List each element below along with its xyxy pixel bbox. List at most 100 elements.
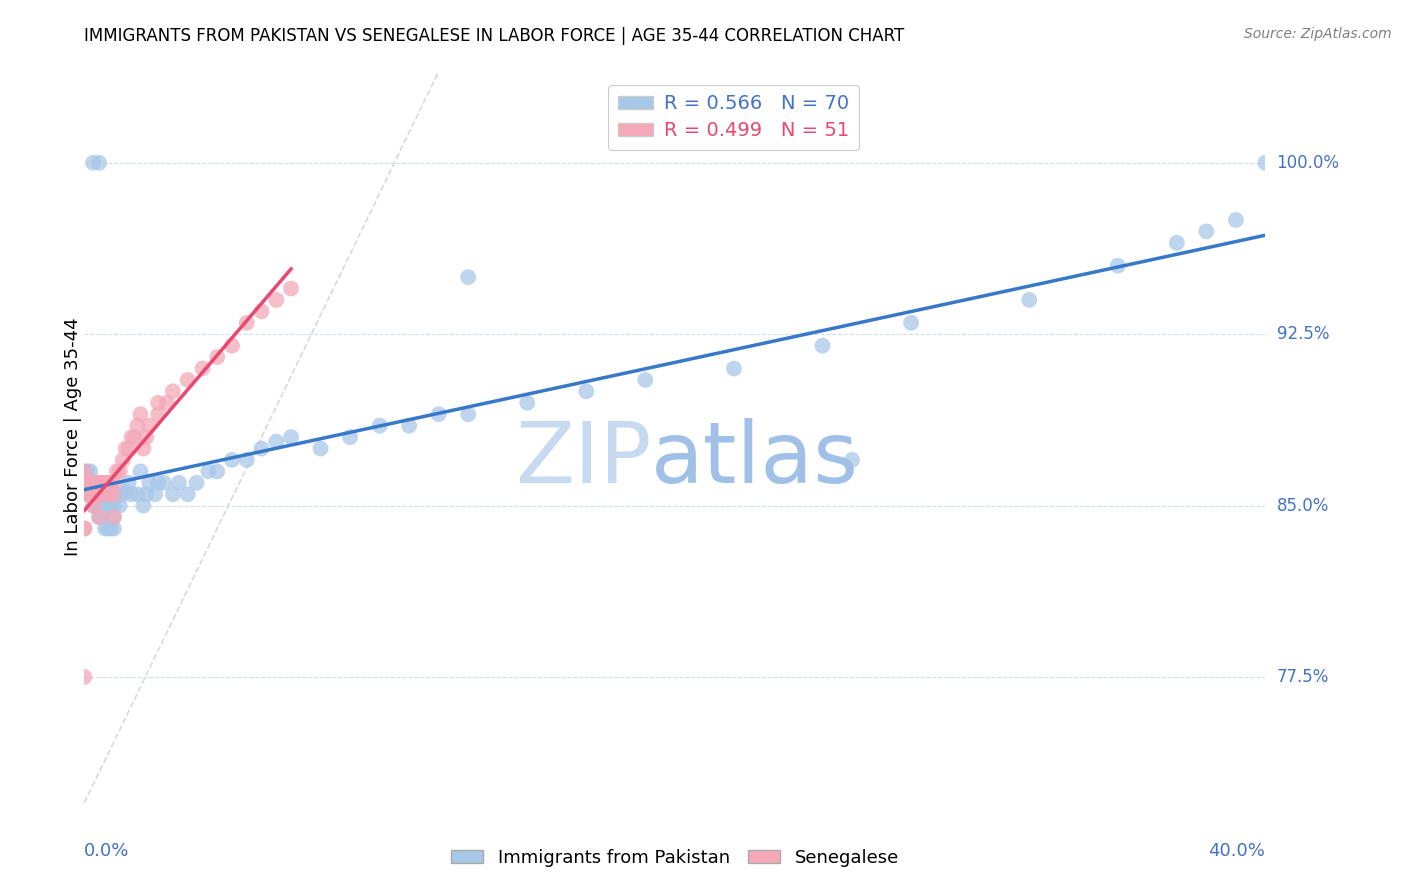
Legend: Immigrants from Pakistan, Senegalese: Immigrants from Pakistan, Senegalese (443, 842, 907, 874)
Point (148, 407, 170, 421)
Point (82, 155, 104, 169)
Point (100, 499, 122, 513)
Point (177, 373, 200, 387)
Point (100, 475, 122, 490)
Point (82, 487, 104, 501)
Point (221, 453, 243, 467)
Point (94, 499, 117, 513)
Point (143, 487, 166, 501)
Point (87, 475, 111, 490)
Point (84, 487, 107, 501)
Point (132, 499, 155, 513)
Point (235, 453, 259, 467)
Point (516, 396, 538, 410)
Point (156, 396, 179, 410)
Point (87, 510, 111, 524)
Point (114, 484, 136, 499)
Point (73, 521, 96, 535)
Point (221, 338, 243, 352)
Point (73, 487, 96, 501)
Point (205, 350, 228, 364)
Point (250, 304, 273, 318)
Point (280, 281, 302, 295)
Point (127, 487, 149, 501)
Point (82, 499, 104, 513)
Point (309, 442, 332, 456)
Point (87, 155, 111, 169)
Point (84, 475, 107, 490)
Point (84, 499, 107, 513)
Text: IMMIGRANTS FROM PAKISTAN VS SENEGALESE IN LABOR FORCE | AGE 35-44 CORRELATION CH: IMMIGRANTS FROM PAKISTAN VS SENEGALESE I… (84, 27, 904, 45)
Point (1225, 213, 1247, 227)
Point (91, 475, 114, 490)
Point (103, 521, 125, 535)
Point (87, 487, 111, 501)
Point (723, 361, 745, 376)
Point (900, 316, 922, 330)
Point (103, 510, 125, 524)
Text: 85.0%: 85.0% (1277, 497, 1329, 515)
Point (1018, 293, 1040, 307)
Point (457, 407, 479, 421)
Point (82, 487, 104, 501)
Point (153, 475, 176, 490)
Point (121, 430, 143, 444)
Point (280, 430, 302, 444)
Point (135, 487, 157, 501)
Point (73, 475, 96, 490)
Point (76, 464, 98, 478)
Point (1166, 235, 1188, 250)
Point (97, 475, 120, 490)
Point (79, 464, 101, 478)
Point (111, 487, 134, 501)
Point (91, 510, 114, 524)
Point (264, 293, 288, 307)
Text: 40.0%: 40.0% (1209, 842, 1265, 860)
Point (118, 475, 141, 490)
Text: 92.5%: 92.5% (1277, 326, 1329, 343)
Text: 77.5%: 77.5% (1277, 668, 1329, 686)
Text: Source: ZipAtlas.com: Source: ZipAtlas.com (1244, 27, 1392, 41)
Point (339, 430, 361, 444)
Point (114, 442, 136, 456)
Point (73, 464, 96, 478)
Point (634, 373, 657, 387)
Point (129, 407, 152, 421)
Point (91, 487, 114, 501)
Point (76, 475, 98, 490)
Point (138, 475, 160, 490)
Y-axis label: In Labor Force | Age 35-44: In Labor Force | Age 35-44 (65, 318, 82, 557)
Text: 0.0%: 0.0% (84, 842, 129, 860)
Point (76, 475, 98, 490)
Point (1107, 259, 1129, 273)
Point (129, 464, 152, 478)
Point (73, 670, 96, 684)
Point (457, 270, 479, 285)
Point (97, 499, 120, 513)
Point (1195, 224, 1218, 238)
Point (162, 384, 184, 399)
Point (94, 521, 117, 535)
Point (79, 475, 101, 490)
Text: ZIP: ZIP (515, 417, 651, 500)
Point (177, 487, 200, 501)
Point (398, 418, 420, 433)
Point (191, 361, 214, 376)
Point (121, 487, 143, 501)
Point (127, 418, 149, 433)
Point (250, 442, 273, 456)
Point (205, 464, 228, 478)
Point (103, 487, 125, 501)
Point (94, 475, 117, 490)
Text: 100.0%: 100.0% (1277, 153, 1340, 172)
Point (97, 487, 120, 501)
Legend: R = 0.566   N = 70, R = 0.499   N = 51: R = 0.566 N = 70, R = 0.499 N = 51 (607, 85, 859, 150)
Point (235, 316, 259, 330)
Point (368, 418, 391, 433)
Point (100, 521, 122, 535)
Point (105, 464, 128, 478)
Point (162, 487, 184, 501)
Point (82, 499, 104, 513)
Point (79, 487, 101, 501)
Point (575, 384, 598, 399)
